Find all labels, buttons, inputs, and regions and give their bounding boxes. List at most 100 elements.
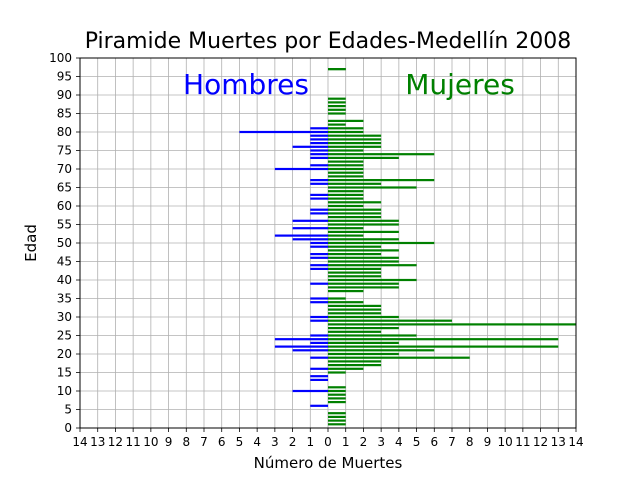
bar-mujeres — [328, 160, 364, 163]
bar-hombres — [310, 315, 328, 319]
bar-mujeres — [328, 412, 346, 415]
x-tick-label: 7 — [448, 435, 456, 449]
bar-hombres — [310, 208, 328, 211]
bar-hombres — [310, 164, 328, 167]
x-tick-label: 2 — [289, 435, 297, 449]
bar-hombres — [310, 378, 328, 381]
bar-mujeres — [328, 334, 417, 337]
grid — [79, 57, 577, 429]
bar-mujeres — [328, 138, 382, 141]
y-tick-label: 65 — [57, 181, 72, 195]
bar-mujeres — [328, 204, 364, 208]
bar-mujeres — [328, 238, 399, 241]
bar-mujeres — [328, 256, 399, 259]
x-tick-label: 1 — [306, 435, 314, 449]
bar-mujeres — [328, 323, 576, 326]
bar-hombres — [292, 219, 328, 222]
y-tick-label: 55 — [57, 218, 72, 232]
y-tick-label: 85 — [57, 107, 72, 121]
y-tick-label: 5 — [64, 403, 72, 417]
bar-mujeres — [328, 415, 346, 418]
bar-mujeres — [328, 364, 382, 367]
bar-mujeres — [328, 223, 399, 226]
x-tick-label: 13 — [90, 435, 105, 449]
bar-mujeres — [328, 367, 364, 370]
bar-mujeres — [328, 386, 346, 389]
bar-hombres — [239, 130, 328, 134]
y-tick-label: 70 — [57, 162, 72, 176]
y-tick-label: 75 — [57, 144, 72, 158]
chart-title: Piramide Muertes por Edades-Medellín 200… — [85, 29, 572, 54]
bar-hombres — [310, 253, 328, 256]
bar-mujeres — [328, 190, 364, 193]
y-axis-label: Edad — [22, 224, 40, 262]
bar-mujeres — [328, 112, 346, 115]
bar-mujeres — [328, 97, 346, 100]
bar-hombres — [310, 153, 328, 156]
bar-hombres — [274, 167, 328, 171]
y-tick-label: 0 — [64, 421, 72, 435]
bar-mujeres — [328, 267, 382, 270]
y-tick-label: 20 — [57, 347, 72, 361]
bar-hombres — [310, 356, 328, 359]
bar-mujeres — [328, 156, 399, 159]
bar-hombres — [310, 197, 328, 200]
bar-hombres — [310, 256, 328, 259]
y-tick-label: 45 — [57, 255, 72, 269]
x-tick-label: 3 — [377, 435, 385, 449]
bar-mujeres — [328, 282, 399, 285]
bar-hombres — [292, 238, 328, 241]
x-tick-label: 10 — [143, 435, 158, 449]
bar-hombres — [310, 245, 328, 248]
bar-mujeres — [328, 101, 346, 104]
y-tick-label: 100 — [49, 51, 72, 65]
bar-hombres — [310, 319, 328, 322]
bar-mujeres — [328, 260, 399, 263]
bar-mujeres — [328, 230, 399, 233]
bar-mujeres — [328, 201, 382, 204]
bar-hombres — [274, 338, 328, 341]
bar-hombres — [310, 264, 328, 267]
x-tick-label: 4 — [395, 435, 403, 449]
bar-hombres — [310, 341, 328, 344]
bar-mujeres — [328, 245, 382, 248]
bar-mujeres — [328, 179, 435, 182]
y-tick-label: 50 — [57, 236, 72, 250]
x-tick-label: 8 — [182, 435, 190, 449]
bar-mujeres — [328, 145, 382, 148]
x-tick-label: 0 — [324, 435, 332, 449]
bar-mujeres — [328, 341, 399, 344]
bar-mujeres — [328, 312, 382, 315]
x-tick-label: 7 — [200, 435, 208, 449]
bar-hombres — [310, 212, 328, 215]
bar-mujeres — [328, 304, 382, 307]
bar-mujeres — [328, 401, 346, 404]
y-tick-label: 60 — [57, 199, 72, 213]
x-tick-label: 6 — [218, 435, 226, 449]
y-tick-label: 40 — [57, 273, 72, 287]
bar-hombres — [310, 267, 328, 270]
x-tick-label: 14 — [568, 435, 583, 449]
bar-mujeres — [328, 423, 346, 426]
bar-mujeres — [328, 349, 435, 352]
bar-mujeres — [328, 182, 382, 185]
bar-mujeres — [328, 345, 559, 348]
bar-mujeres — [328, 227, 364, 230]
bar-mujeres — [328, 319, 452, 322]
bar-mujeres — [328, 253, 382, 256]
bar-mujeres — [328, 315, 399, 319]
bar-mujeres — [328, 327, 399, 330]
bar-hombres — [310, 193, 328, 196]
x-tick-label: 11 — [515, 435, 530, 449]
bar-mujeres — [328, 234, 364, 237]
x-tick-label: 9 — [484, 435, 492, 449]
bar-mujeres — [328, 130, 364, 134]
bar-mujeres — [328, 241, 435, 245]
bar-mujeres — [328, 275, 382, 278]
bar-mujeres — [328, 278, 417, 282]
x-tick-label: 14 — [72, 435, 87, 449]
x-tick-label: 11 — [126, 435, 141, 449]
bar-hombres — [310, 182, 328, 185]
bar-hombres — [310, 179, 328, 182]
x-tick-label: 13 — [551, 435, 566, 449]
